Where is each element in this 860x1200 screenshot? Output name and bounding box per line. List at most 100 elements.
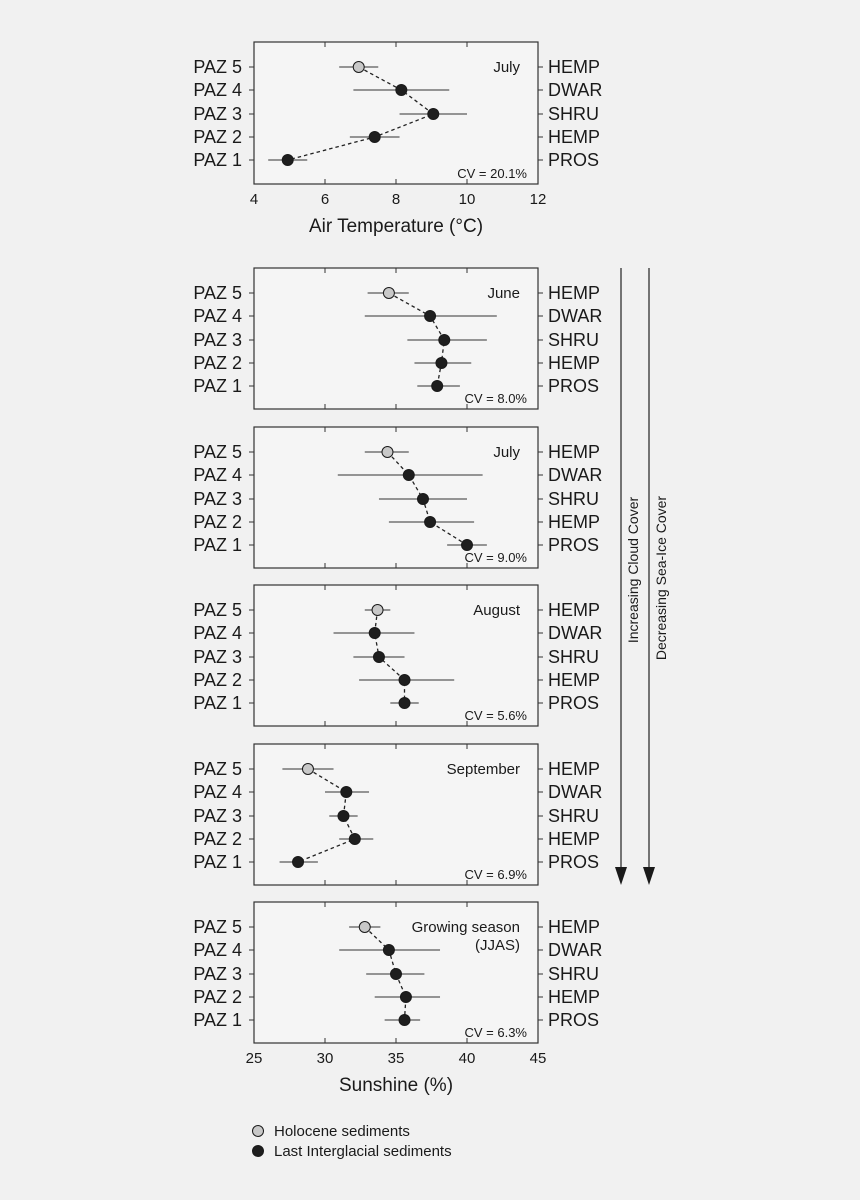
x-tick-label: 30 <box>317 1050 334 1067</box>
right-label: HEMP <box>548 829 600 849</box>
right-label: HEMP <box>548 283 600 303</box>
row-label: PAZ 2 <box>193 512 242 532</box>
row-label: PAZ 5 <box>193 759 242 779</box>
cv-label: CV = 6.3% <box>464 1025 527 1040</box>
arrow-head <box>643 867 655 885</box>
panel-title: July <box>493 444 520 461</box>
right-label: DWAR <box>548 782 602 802</box>
interglacial-point <box>461 539 473 551</box>
legend: Holocene sediments Last Interglacial sedi… <box>252 1123 452 1160</box>
holocene-point <box>381 446 394 458</box>
interglacial-point <box>368 627 381 639</box>
interglacial-point <box>399 991 412 1003</box>
right-label: DWAR <box>548 465 602 485</box>
row-label: PAZ 1 <box>193 150 242 170</box>
interglacial-point <box>398 674 411 686</box>
right-label: DWAR <box>548 940 602 960</box>
holocene-point <box>301 763 314 775</box>
holocene-point <box>382 287 395 299</box>
legend-interglacial-marker <box>252 1145 264 1157</box>
x-tick-label: 12 <box>530 191 547 208</box>
row-label: PAZ 4 <box>193 465 242 485</box>
row-label: PAZ 2 <box>193 670 242 690</box>
panel-title: August <box>473 602 521 619</box>
interglacial-point <box>382 944 395 956</box>
arrow-head <box>615 867 627 885</box>
side-label: Increasing Cloud Cover <box>625 497 641 644</box>
right-label: HEMP <box>548 670 600 690</box>
row-label: PAZ 2 <box>193 987 242 1007</box>
interglacial-point <box>292 856 305 868</box>
interglacial-point <box>416 493 429 505</box>
right-label: SHRU <box>548 104 599 124</box>
panel-5: PAZ 5 HEMP PAZ 4 DWAR PAZ 3 SHRU PAZ 2 HEMP PAZ … <box>193 743 602 886</box>
row-label: PAZ 1 <box>193 852 242 872</box>
interglacial-point <box>281 154 294 166</box>
row-label: PAZ 1 <box>193 376 242 396</box>
row-label: PAZ 3 <box>193 806 242 826</box>
row-label: PAZ 3 <box>193 964 242 984</box>
x-tick-label: 4 <box>250 191 258 208</box>
row-label: PAZ 5 <box>193 917 242 937</box>
right-label: PROS <box>548 693 599 713</box>
x-tick-label: 25 <box>246 1050 263 1067</box>
row-label: PAZ 1 <box>193 693 242 713</box>
panel-title-line2: (JJAS) <box>475 937 520 954</box>
interglacial-point <box>398 697 411 709</box>
row-label: PAZ 4 <box>193 940 242 960</box>
row-label: PAZ 4 <box>193 80 242 100</box>
x-axis-label: Sunshine (%) <box>339 1075 453 1096</box>
row-label: PAZ 2 <box>193 127 242 147</box>
x-tick-label: 10 <box>459 191 476 208</box>
holocene-point <box>371 604 384 616</box>
holocene-point <box>358 921 371 933</box>
x-tick-label: 8 <box>392 191 400 208</box>
interglacial-point <box>398 1014 411 1026</box>
right-label: PROS <box>548 150 599 170</box>
panel-title: June <box>487 285 520 302</box>
right-label: SHRU <box>548 647 599 667</box>
interglacial-point <box>368 131 381 143</box>
row-label: PAZ 4 <box>193 782 242 802</box>
interglacial-point <box>395 84 408 96</box>
row-label: PAZ 2 <box>193 829 242 849</box>
interglacial-point <box>438 334 451 346</box>
row-label: PAZ 4 <box>193 623 242 643</box>
right-label: HEMP <box>548 353 600 373</box>
legend-label: Last Interglacial sediments <box>274 1143 452 1160</box>
right-label: HEMP <box>548 57 600 77</box>
x-axis-label: Air Temperature (°C) <box>309 216 483 237</box>
x-tick-label: 45 <box>530 1050 547 1067</box>
interglacial-point <box>337 810 350 822</box>
row-label: PAZ 3 <box>193 330 242 350</box>
interglacial-point <box>340 786 353 798</box>
cv-label: CV = 20.1% <box>457 166 527 181</box>
right-label: HEMP <box>548 987 600 1007</box>
legend-label: Holocene sediments <box>274 1123 410 1140</box>
right-label: PROS <box>548 852 599 872</box>
right-label: DWAR <box>548 306 602 326</box>
right-label: HEMP <box>548 600 600 620</box>
right-label: PROS <box>548 376 599 396</box>
series-connector <box>364 926 407 1021</box>
panel-frame <box>253 267 539 410</box>
panel-6: PAZ 5 HEMP PAZ 4 DWAR PAZ 3 SHRU PAZ 2 HEMP PAZ … <box>193 901 602 1096</box>
right-label: HEMP <box>548 442 600 462</box>
row-label: PAZ 1 <box>193 535 242 555</box>
cv-label: CV = 8.0% <box>464 391 527 406</box>
right-label: PROS <box>548 535 599 555</box>
legend-holocene-marker <box>252 1125 264 1137</box>
row-label: PAZ 5 <box>193 600 242 620</box>
panel-title: September <box>447 761 520 778</box>
row-label: PAZ 3 <box>193 489 242 509</box>
right-label: SHRU <box>548 964 599 984</box>
x-tick-label: 6 <box>321 191 329 208</box>
panel-4: PAZ 5 HEMP PAZ 4 DWAR PAZ 3 SHRU PAZ 2 HEMP PAZ … <box>193 584 602 727</box>
row-label: PAZ 2 <box>193 353 242 373</box>
side-arrow-2: Decreasing Sea-Ice Cover <box>643 268 669 885</box>
right-label: DWAR <box>548 623 602 643</box>
panel-2: PAZ 5 HEMP PAZ 4 DWAR PAZ 3 SHRU PAZ 2 HEMP PAZ … <box>193 267 602 410</box>
right-label: DWAR <box>548 80 602 100</box>
interglacial-point <box>431 380 444 392</box>
interglacial-point <box>402 469 415 481</box>
